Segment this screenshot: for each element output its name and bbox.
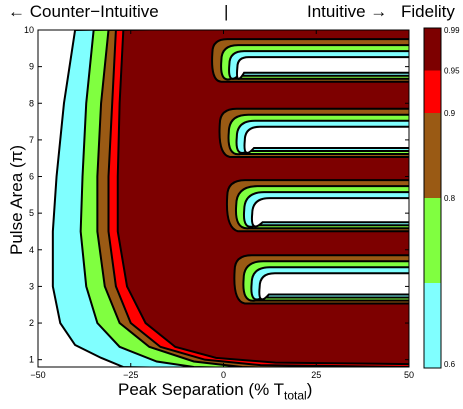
island-level-4 — [236, 56, 409, 80]
x-tick-label: −25 — [123, 370, 138, 380]
contour-island — [218, 107, 409, 159]
colorbar-title: Fidelity — [401, 2, 455, 21]
colorbar-frame — [423, 27, 442, 369]
x-axis-label-close: ) — [306, 380, 313, 399]
x-tick-label: 25 — [311, 370, 321, 380]
counter-intuitive-label: ← Counter−Intuitive — [8, 2, 159, 21]
contour-island — [233, 254, 409, 305]
colorbar-tick-label: 0.8 — [444, 194, 456, 203]
y-tick-label: 2 — [29, 318, 34, 328]
plot-area — [51, 30, 409, 367]
y-tick-label: 10 — [24, 25, 34, 35]
y-axis-label: Pulse Area (π) — [7, 145, 26, 255]
colorbar-band — [424, 283, 441, 368]
colorbar-band — [424, 70, 441, 113]
colorbar-tick-label: 0.9 — [444, 109, 456, 118]
intuitive-label: Intuitive → — [307, 2, 388, 21]
y-tick-label: 8 — [29, 98, 34, 108]
y-tick-label: 6 — [29, 172, 34, 182]
island-level-4 — [250, 197, 409, 228]
colorbar-band — [424, 28, 441, 71]
colorbar-tick-label: 0.95 — [444, 67, 460, 76]
island-level-4 — [243, 125, 409, 154]
colorbar-tick-label: 0.99 — [444, 26, 460, 35]
y-tick-label: 9 — [29, 62, 34, 72]
y-tick-label: 7 — [29, 135, 34, 145]
y-tick-label: 4 — [29, 245, 34, 255]
colorbar-band — [424, 198, 441, 283]
x-tick-label: 0 — [221, 370, 226, 380]
x-tick-label: 50 — [404, 370, 414, 380]
x-axis-label-main: Peak Separation (% T — [118, 380, 284, 399]
y-tick-label: 3 — [29, 281, 34, 291]
x-axis-label: Peak Separation (% Ttotal) — [118, 380, 312, 402]
colorbar-band — [424, 113, 441, 198]
y-tick-label: 1 — [29, 355, 34, 365]
x-tick-label: −50 — [30, 370, 45, 380]
contour-island — [211, 38, 409, 83]
x-axis-label-subscript: total — [284, 388, 307, 403]
y-tick-label: 5 — [29, 208, 34, 218]
contour-island — [225, 179, 409, 233]
header-divider: | — [224, 2, 229, 21]
island-level-4 — [258, 272, 409, 301]
colorbar-tick-label: 0.6 — [444, 360, 456, 369]
